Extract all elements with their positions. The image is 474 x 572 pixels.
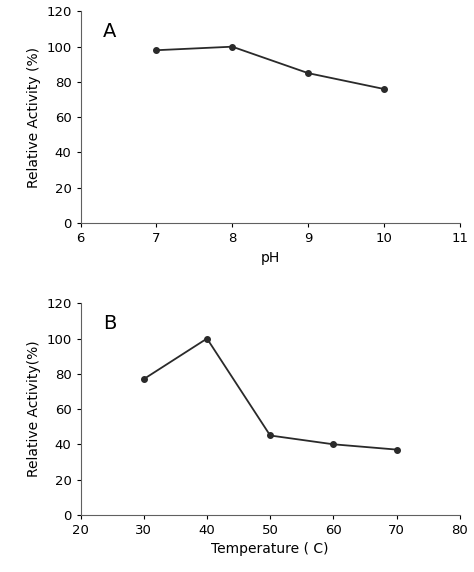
Y-axis label: Relative Activity (%): Relative Activity (%) <box>27 47 41 188</box>
Text: B: B <box>103 314 117 333</box>
X-axis label: pH: pH <box>261 251 280 264</box>
Y-axis label: Relative Activity(%): Relative Activity(%) <box>27 341 41 478</box>
X-axis label: Temperature ( C): Temperature ( C) <box>211 542 329 557</box>
Text: A: A <box>103 22 117 41</box>
